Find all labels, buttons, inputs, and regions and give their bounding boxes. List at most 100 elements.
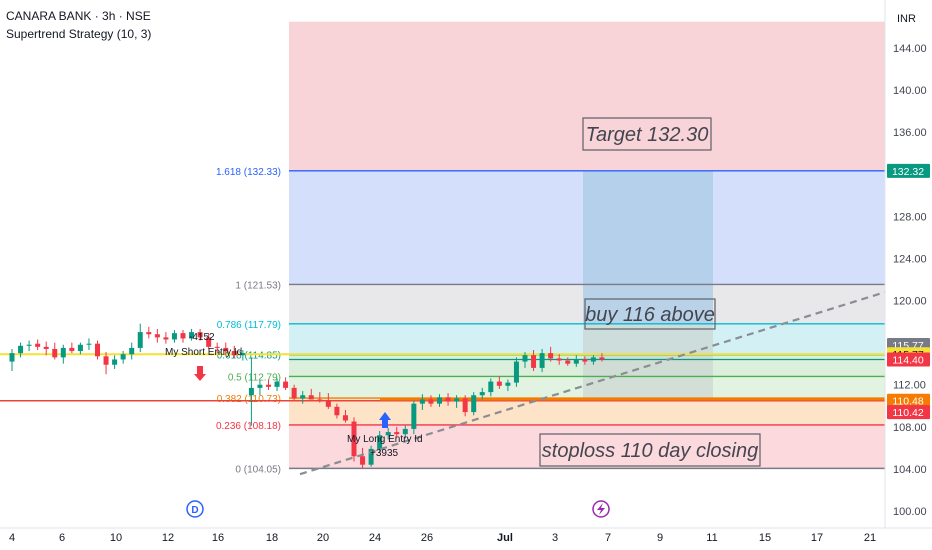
fib-level-label: 1 (121.53)	[235, 280, 281, 291]
candle[interactable]	[26, 340, 32, 352]
price-axis[interactable]: INR 100.00 104.00 108.00 112.00 120.00 124.00 1…	[884, 0, 932, 550]
candle-body	[120, 354, 126, 360]
candle[interactable]	[77, 342, 83, 355]
candle[interactable]	[69, 342, 75, 354]
candle[interactable]	[283, 377, 289, 390]
candle-body	[513, 361, 519, 383]
candle[interactable]	[402, 425, 408, 439]
candle[interactable]	[360, 447, 366, 469]
candle-body	[154, 334, 160, 338]
currency-label: INR	[897, 13, 916, 25]
candle[interactable]	[266, 379, 271, 390]
candle[interactable]	[60, 344, 66, 364]
candle-body	[582, 359, 588, 362]
candle[interactable]	[171, 330, 177, 343]
price-badge[interactable]: 110.48	[887, 393, 930, 408]
candle[interactable]	[52, 342, 58, 360]
candle[interactable]	[496, 376, 502, 389]
candle[interactable]	[385, 427, 391, 440]
price-badge[interactable]: 110.42	[887, 405, 930, 420]
candle[interactable]	[411, 400, 417, 435]
candle[interactable]	[257, 380, 263, 396]
price-tick-label: 144.00	[893, 43, 927, 55]
indicator-title[interactable]: Supertrend Strategy (10, 3)	[6, 27, 152, 41]
candle[interactable]	[437, 394, 442, 407]
candle[interactable]	[445, 393, 451, 406]
candle[interactable]	[308, 388, 314, 400]
candle[interactable]	[103, 352, 109, 375]
candle[interactable]	[368, 445, 374, 467]
candle[interactable]	[214, 342, 220, 354]
candle[interactable]	[43, 341, 49, 356]
candle[interactable]	[35, 339, 41, 351]
candle[interactable]	[300, 391, 306, 404]
candle[interactable]	[95, 340, 100, 360]
candle[interactable]	[548, 346, 554, 362]
candle-body	[308, 395, 314, 400]
candle[interactable]	[120, 351, 126, 364]
candle[interactable]	[163, 332, 169, 344]
price-axis-bg	[885, 0, 932, 550]
candle[interactable]	[325, 393, 331, 409]
candle[interactable]	[86, 338, 92, 351]
candle[interactable]	[419, 394, 425, 410]
price-badge-label: 110.48	[892, 396, 923, 408]
candle[interactable]	[197, 328, 203, 341]
candle[interactable]	[291, 384, 297, 401]
candle[interactable]	[531, 350, 537, 372]
candle[interactable]	[394, 426, 400, 438]
candle[interactable]	[454, 395, 460, 408]
candle[interactable]	[539, 348, 545, 373]
time-tick-label: 24	[369, 532, 381, 544]
candle[interactable]	[599, 353, 605, 362]
candle[interactable]	[137, 323, 143, 353]
candle[interactable]	[223, 342, 229, 356]
price-badge[interactable]: 114.40	[887, 352, 930, 367]
long-pnl-label: +3935	[370, 448, 399, 459]
candle[interactable]	[274, 378, 280, 392]
candle[interactable]	[154, 328, 160, 343]
candle[interactable]	[129, 342, 135, 360]
candle[interactable]	[565, 357, 571, 366]
candle[interactable]	[582, 356, 588, 365]
candle[interactable]	[590, 355, 596, 365]
candle[interactable]	[231, 345, 237, 359]
candles-layer[interactable]	[9, 323, 605, 469]
candle[interactable]	[9, 348, 15, 372]
candle[interactable]	[471, 392, 477, 416]
candle[interactable]	[342, 409, 348, 423]
candle[interactable]	[18, 342, 24, 358]
fib-levels-layer: 1.618 (132.33) 1 (121.53) 0.786 (117.79) 0.…	[216, 167, 885, 475]
fib-level-label: 0.618 (114.85)	[217, 351, 281, 362]
candle-body	[231, 351, 237, 356]
candle[interactable]	[462, 395, 468, 417]
candle[interactable]	[334, 403, 340, 419]
candle[interactable]	[112, 355, 118, 369]
candle[interactable]	[317, 392, 323, 403]
candle[interactable]	[488, 378, 494, 397]
candle[interactable]	[240, 350, 246, 361]
candle[interactable]	[351, 417, 357, 462]
time-axis[interactable]: 4 6 10 12 16 18 20 24 26 Jul 3 7 9 11 15 17 21	[0, 527, 932, 544]
candle[interactable]	[522, 352, 528, 368]
price-tick-label: 120.00	[893, 296, 927, 308]
candle[interactable]	[479, 387, 485, 400]
candle[interactable]	[505, 379, 511, 392]
candle[interactable]	[206, 333, 212, 349]
time-tick-label: 17	[811, 532, 823, 544]
candle[interactable]	[146, 326, 152, 339]
candle[interactable]	[180, 330, 186, 343]
candle[interactable]	[248, 357, 254, 426]
candle[interactable]	[573, 355, 579, 367]
candle[interactable]	[556, 354, 562, 365]
candle[interactable]	[513, 357, 519, 387]
candle[interactable]	[428, 395, 434, 407]
candle-body	[35, 343, 41, 347]
dividend-marker-icon[interactable]	[186, 500, 204, 518]
candle[interactable]	[189, 328, 195, 341]
candle-body	[300, 395, 306, 399]
candle[interactable]	[377, 431, 383, 454]
short-entry-arrow-icon	[194, 366, 206, 381]
price-badge[interactable]: 132.32	[887, 163, 930, 178]
